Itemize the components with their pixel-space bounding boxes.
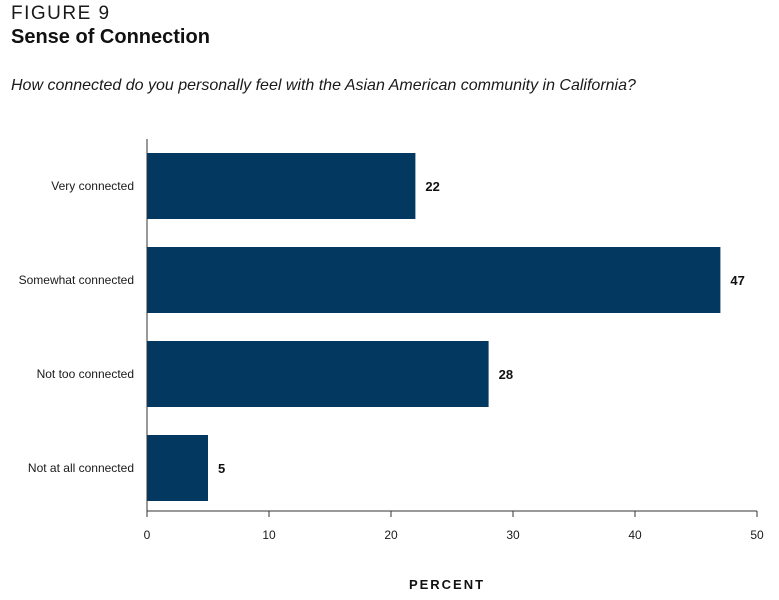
- bar: [147, 153, 416, 219]
- figure-question: How connected do you personally feel wit…: [11, 77, 636, 94]
- category-label: Very connected: [51, 179, 134, 193]
- category-label: Not at all connected: [28, 461, 134, 475]
- bar: [147, 247, 721, 313]
- x-tick-label: 0: [144, 528, 151, 542]
- x-tick-label: 10: [262, 528, 276, 542]
- bar: [147, 341, 489, 407]
- figure-label: FIGURE 9: [11, 3, 111, 24]
- x-axis-title: PERCENT: [409, 577, 485, 592]
- category-label: Not too connected: [37, 367, 134, 381]
- data-label: 28: [499, 367, 513, 382]
- labels-layer: Very connected 22 Somewhat connected 47 Not …: [19, 179, 764, 592]
- x-tick-label: 40: [628, 528, 642, 542]
- data-label: 47: [730, 273, 744, 288]
- data-label: 5: [218, 461, 225, 476]
- x-tick-label: 30: [506, 528, 520, 542]
- category-label: Somewhat connected: [19, 273, 134, 287]
- axis-layer: [146, 139, 758, 517]
- bar: [147, 435, 208, 501]
- data-label: 22: [425, 179, 439, 194]
- figure-title: Sense of Connection: [11, 26, 210, 48]
- bars-layer: [147, 153, 721, 501]
- x-tick-label: 50: [750, 528, 764, 542]
- x-tick-label: 20: [384, 528, 398, 542]
